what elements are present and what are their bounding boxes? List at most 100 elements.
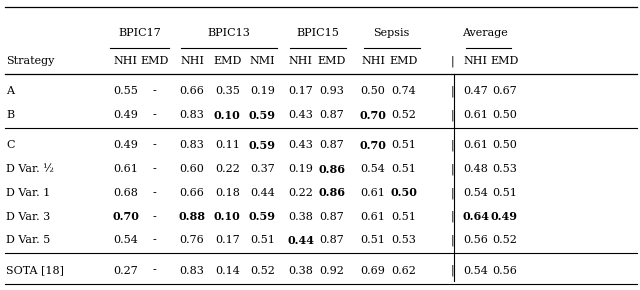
Text: NHI: NHI — [180, 56, 204, 66]
Text: 0.83: 0.83 — [180, 110, 204, 120]
Text: EMD: EMD — [390, 56, 418, 66]
Text: NHI: NHI — [289, 56, 313, 66]
Text: 0.19: 0.19 — [250, 86, 275, 96]
Text: 0.83: 0.83 — [180, 140, 204, 150]
Text: 0.86: 0.86 — [318, 187, 345, 198]
Text: -: - — [152, 86, 156, 96]
Text: 0.86: 0.86 — [318, 164, 345, 175]
Text: 0.50: 0.50 — [492, 110, 516, 120]
Text: BPIC13: BPIC13 — [208, 28, 250, 38]
Text: D Var. 1: D Var. 1 — [6, 188, 51, 198]
Text: 0.53: 0.53 — [492, 164, 516, 174]
Text: C: C — [6, 140, 15, 150]
Text: B: B — [6, 110, 15, 120]
Text: 0.22: 0.22 — [289, 188, 313, 198]
Text: 0.38: 0.38 — [289, 212, 313, 222]
Text: 0.51: 0.51 — [392, 164, 416, 174]
Text: NMI: NMI — [250, 56, 275, 66]
Text: 0.14: 0.14 — [215, 266, 239, 275]
Text: 0.54: 0.54 — [463, 188, 488, 198]
Text: 0.68: 0.68 — [113, 188, 138, 198]
Text: 0.43: 0.43 — [289, 110, 313, 120]
Text: 0.22: 0.22 — [215, 164, 239, 174]
Text: 0.50: 0.50 — [390, 187, 417, 198]
Text: 0.18: 0.18 — [215, 188, 239, 198]
Text: 0.49: 0.49 — [113, 140, 138, 150]
Text: 0.87: 0.87 — [319, 140, 344, 150]
Text: -: - — [152, 164, 156, 174]
Text: 0.52: 0.52 — [250, 266, 275, 275]
Text: -: - — [152, 188, 156, 198]
Text: 0.74: 0.74 — [392, 86, 416, 96]
Text: 0.70: 0.70 — [112, 211, 139, 222]
Text: |: | — [451, 109, 454, 121]
Text: 0.70: 0.70 — [360, 140, 387, 151]
Text: 0.55: 0.55 — [113, 86, 138, 96]
Text: D Var. ½: D Var. ½ — [6, 164, 54, 174]
Text: 0.59: 0.59 — [249, 211, 276, 222]
Text: A: A — [6, 86, 15, 96]
Text: 0.51: 0.51 — [392, 212, 416, 222]
Text: 0.54: 0.54 — [463, 266, 488, 275]
Text: NHI: NHI — [463, 56, 488, 66]
Text: 0.50: 0.50 — [361, 86, 385, 96]
Text: 0.87: 0.87 — [319, 235, 344, 245]
Text: 0.56: 0.56 — [492, 266, 516, 275]
Text: |: | — [451, 55, 454, 67]
Text: -: - — [152, 235, 156, 245]
Text: 0.66: 0.66 — [180, 86, 204, 96]
Text: 0.51: 0.51 — [361, 235, 385, 245]
Text: -: - — [152, 212, 156, 222]
Text: 0.76: 0.76 — [180, 235, 204, 245]
Text: 0.62: 0.62 — [392, 266, 416, 275]
Text: 0.50: 0.50 — [492, 140, 516, 150]
Text: -: - — [152, 266, 156, 275]
Text: |: | — [451, 235, 454, 246]
Text: EMD: EMD — [213, 56, 241, 66]
Text: BPIC17: BPIC17 — [118, 28, 161, 38]
Text: 0.54: 0.54 — [113, 235, 138, 245]
Text: 0.47: 0.47 — [463, 86, 488, 96]
Text: 0.60: 0.60 — [180, 164, 204, 174]
Text: 0.10: 0.10 — [214, 110, 241, 121]
Text: D Var. 3: D Var. 3 — [6, 212, 51, 222]
Text: 0.43: 0.43 — [289, 140, 313, 150]
Text: NHI: NHI — [361, 56, 385, 66]
Text: 0.61: 0.61 — [113, 164, 138, 174]
Text: 0.27: 0.27 — [113, 266, 138, 275]
Text: 0.11: 0.11 — [215, 140, 239, 150]
Text: 0.10: 0.10 — [214, 211, 241, 222]
Text: |: | — [451, 211, 454, 222]
Text: 0.93: 0.93 — [319, 86, 344, 96]
Text: 0.51: 0.51 — [392, 140, 416, 150]
Text: 0.56: 0.56 — [463, 235, 488, 245]
Text: 0.49: 0.49 — [113, 110, 138, 120]
Text: 0.59: 0.59 — [249, 140, 276, 151]
Text: -: - — [152, 110, 156, 120]
Text: 0.61: 0.61 — [463, 110, 488, 120]
Text: 0.17: 0.17 — [215, 235, 239, 245]
Text: 0.17: 0.17 — [289, 86, 313, 96]
Text: Sepsis: Sepsis — [374, 28, 410, 38]
Text: 0.64: 0.64 — [462, 211, 489, 222]
Text: 0.52: 0.52 — [492, 235, 516, 245]
Text: EMD: EMD — [490, 56, 518, 66]
Text: 0.61: 0.61 — [361, 188, 385, 198]
Text: |: | — [451, 187, 454, 199]
Text: 0.61: 0.61 — [463, 140, 488, 150]
Text: BPIC15: BPIC15 — [297, 28, 339, 38]
Text: Average: Average — [462, 28, 508, 38]
Text: 0.53: 0.53 — [392, 235, 416, 245]
Text: EMD: EMD — [317, 56, 346, 66]
Text: 0.51: 0.51 — [250, 235, 275, 245]
Text: D Var. 5: D Var. 5 — [6, 235, 51, 245]
Text: 0.52: 0.52 — [392, 110, 416, 120]
Text: 0.83: 0.83 — [180, 266, 204, 275]
Text: 0.88: 0.88 — [179, 211, 205, 222]
Text: |: | — [451, 163, 454, 175]
Text: 0.69: 0.69 — [361, 266, 385, 275]
Text: 0.49: 0.49 — [491, 211, 518, 222]
Text: 0.51: 0.51 — [492, 188, 516, 198]
Text: SOTA [18]: SOTA [18] — [6, 266, 65, 275]
Text: 0.38: 0.38 — [289, 266, 313, 275]
